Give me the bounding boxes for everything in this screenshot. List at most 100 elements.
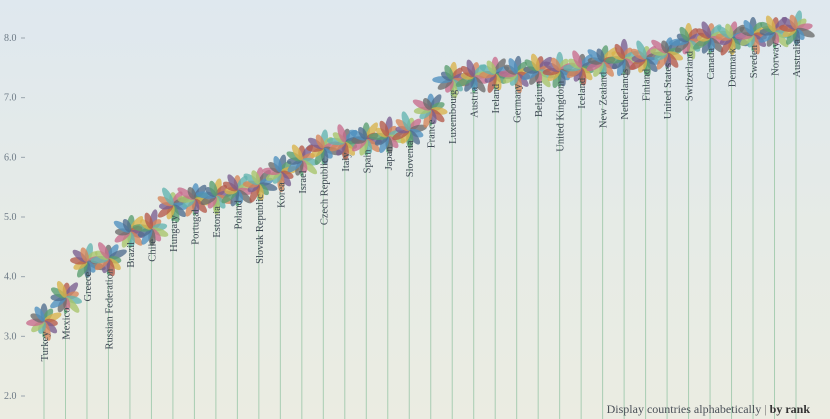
country-label: France xyxy=(427,119,438,148)
petal xyxy=(273,156,283,173)
petal xyxy=(661,40,670,54)
petal xyxy=(765,15,776,33)
flower xyxy=(90,242,127,277)
country-label: Japan xyxy=(384,146,395,171)
sort-separator: | xyxy=(764,402,767,416)
petal xyxy=(80,247,89,262)
y-tick-label: 7.0 xyxy=(4,93,17,104)
petal xyxy=(358,127,368,140)
petal xyxy=(379,120,390,137)
flower xyxy=(629,40,663,77)
country-label: Turkey xyxy=(40,331,51,362)
y-tick-label: 4.0 xyxy=(4,272,17,283)
petal xyxy=(552,70,562,89)
petal xyxy=(701,37,712,54)
country-label: United Kingdom xyxy=(556,81,567,152)
petal xyxy=(251,170,261,185)
petal xyxy=(616,58,626,77)
flower xyxy=(412,93,448,128)
country-label: Canada xyxy=(706,48,717,80)
country-label: Denmark xyxy=(728,47,739,87)
country-label: Iceland xyxy=(577,77,588,109)
petal xyxy=(486,60,497,75)
country-label: Brazil xyxy=(126,242,137,268)
petal xyxy=(56,280,67,298)
petal xyxy=(679,26,690,42)
petal xyxy=(422,98,432,110)
flower xyxy=(242,167,278,203)
sort-controls: Display countries alphabetically | by rank xyxy=(607,402,810,417)
flower xyxy=(195,178,233,216)
country-label: Italy xyxy=(341,152,352,172)
country-label: Estonia xyxy=(212,206,223,238)
petal xyxy=(701,21,712,39)
y-tick-label: 8.0 xyxy=(4,33,17,44)
petal xyxy=(596,48,605,62)
petal xyxy=(508,58,519,74)
country-label: Australia xyxy=(792,39,803,78)
flower xyxy=(157,187,190,223)
country-label: Spain xyxy=(362,149,373,174)
country-label: Belgium xyxy=(534,81,545,117)
country-label: Luxembourg xyxy=(448,89,459,144)
flower xyxy=(132,209,169,246)
flower xyxy=(26,303,62,341)
y-axis: 2.0 3.0 4.0 5.0 6.0 7.0 8.0 xyxy=(4,33,25,402)
petal xyxy=(551,57,561,72)
petal xyxy=(666,51,684,61)
petal xyxy=(614,43,626,60)
country-label: Finland xyxy=(642,68,653,101)
country-label: Greece xyxy=(83,271,94,301)
flower xyxy=(668,22,707,60)
country-label: Norway xyxy=(771,41,782,76)
petal xyxy=(789,14,798,30)
country-label: Netherlands xyxy=(620,69,631,120)
sort-by-rank-link[interactable]: by rank xyxy=(769,402,810,416)
flower xyxy=(262,154,299,193)
country-label: Czech Republic xyxy=(319,158,330,225)
petal xyxy=(444,65,454,80)
flower xyxy=(650,37,684,70)
sort-alphabetical-link[interactable]: Display countries alphabetically xyxy=(606,402,762,416)
flower xyxy=(563,50,601,86)
country-label: Russian Federation xyxy=(104,268,115,350)
petal xyxy=(572,50,583,68)
flower xyxy=(455,59,492,93)
country-label: Slovak Republic xyxy=(255,194,266,264)
petal xyxy=(743,20,755,36)
country-label: Portugal xyxy=(190,209,201,245)
country-label: Korea xyxy=(276,182,287,208)
petal xyxy=(162,187,174,206)
flowers xyxy=(26,10,815,341)
flower xyxy=(521,53,555,88)
country-label: Mexico xyxy=(61,308,72,340)
petal xyxy=(530,53,540,71)
petal xyxy=(315,134,325,149)
y-tick-label: 6.0 xyxy=(4,152,17,163)
country-labels: Turkey Mexico Greece Russian Federation Braz… xyxy=(40,39,803,362)
y-tick-label: 5.0 xyxy=(4,212,17,223)
flower xyxy=(392,111,427,149)
petal xyxy=(466,59,476,77)
petal xyxy=(187,187,196,200)
country-label: Hungary xyxy=(169,214,180,251)
petal xyxy=(34,306,46,322)
flower xyxy=(779,10,815,46)
country-label: Germany xyxy=(513,83,524,123)
flower xyxy=(349,122,383,156)
country-label: Austria xyxy=(470,86,481,117)
petal xyxy=(98,242,110,259)
flower xyxy=(368,116,406,154)
country-label: Ireland xyxy=(491,83,502,113)
petal xyxy=(636,40,647,59)
country-label: Sweden xyxy=(749,44,760,78)
country-label: United States xyxy=(663,63,674,119)
country-label: Chile xyxy=(147,239,158,262)
country-label: Poland xyxy=(233,199,244,229)
country-label: New Zealand xyxy=(599,71,610,128)
country-label: Switzerland xyxy=(685,50,696,101)
petal xyxy=(122,218,132,233)
petal xyxy=(401,111,411,131)
